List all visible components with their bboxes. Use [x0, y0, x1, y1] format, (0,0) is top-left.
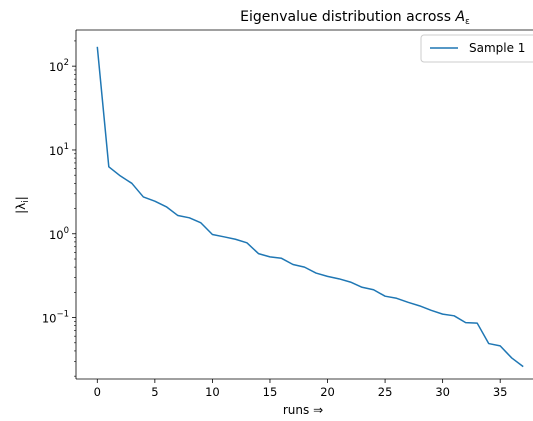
series-line-sample-1	[96, 46, 524, 368]
legend: Sample 1	[420, 34, 533, 63]
x-tick-label: 30	[435, 385, 450, 399]
legend-label-sample-1: Sample 1	[469, 41, 525, 55]
x-tick-label: 0	[94, 385, 101, 399]
x-axis-title: runs ⇒	[283, 403, 323, 417]
x-tick-label: 35	[493, 385, 508, 399]
x-tick-label: 5	[151, 385, 158, 399]
legend-box	[420, 34, 533, 63]
chart-title: Eigenvalue distribution across Aε	[240, 9, 470, 27]
y-tick-label: 101	[49, 142, 69, 158]
y-axis-title-sub: i	[21, 200, 31, 203]
x-tick-label: 20	[320, 385, 335, 399]
chart-title-math: A	[454, 9, 465, 25]
y-axis-ticks: 102 101 100 10−1	[42, 58, 76, 326]
x-tick-label: 25	[378, 385, 393, 399]
y-tick-label: 10−1	[42, 310, 69, 326]
y-axis-title-end: |	[14, 196, 28, 200]
x-tick-label: 10	[205, 385, 220, 399]
x-tick-label: 15	[263, 385, 278, 399]
y-axis-title: |λi|	[14, 196, 31, 214]
x-axis-ticks: 0 5 10 15 20 25 30 35	[94, 379, 508, 399]
y-tick-label: 100	[49, 226, 69, 242]
plot-background	[76, 30, 533, 379]
y-axis-title-main: |λ	[14, 203, 28, 214]
chart-title-math-sub: ε	[465, 17, 470, 27]
axes-frame	[75, 29, 533, 380]
y-tick-label: 102	[49, 58, 69, 74]
